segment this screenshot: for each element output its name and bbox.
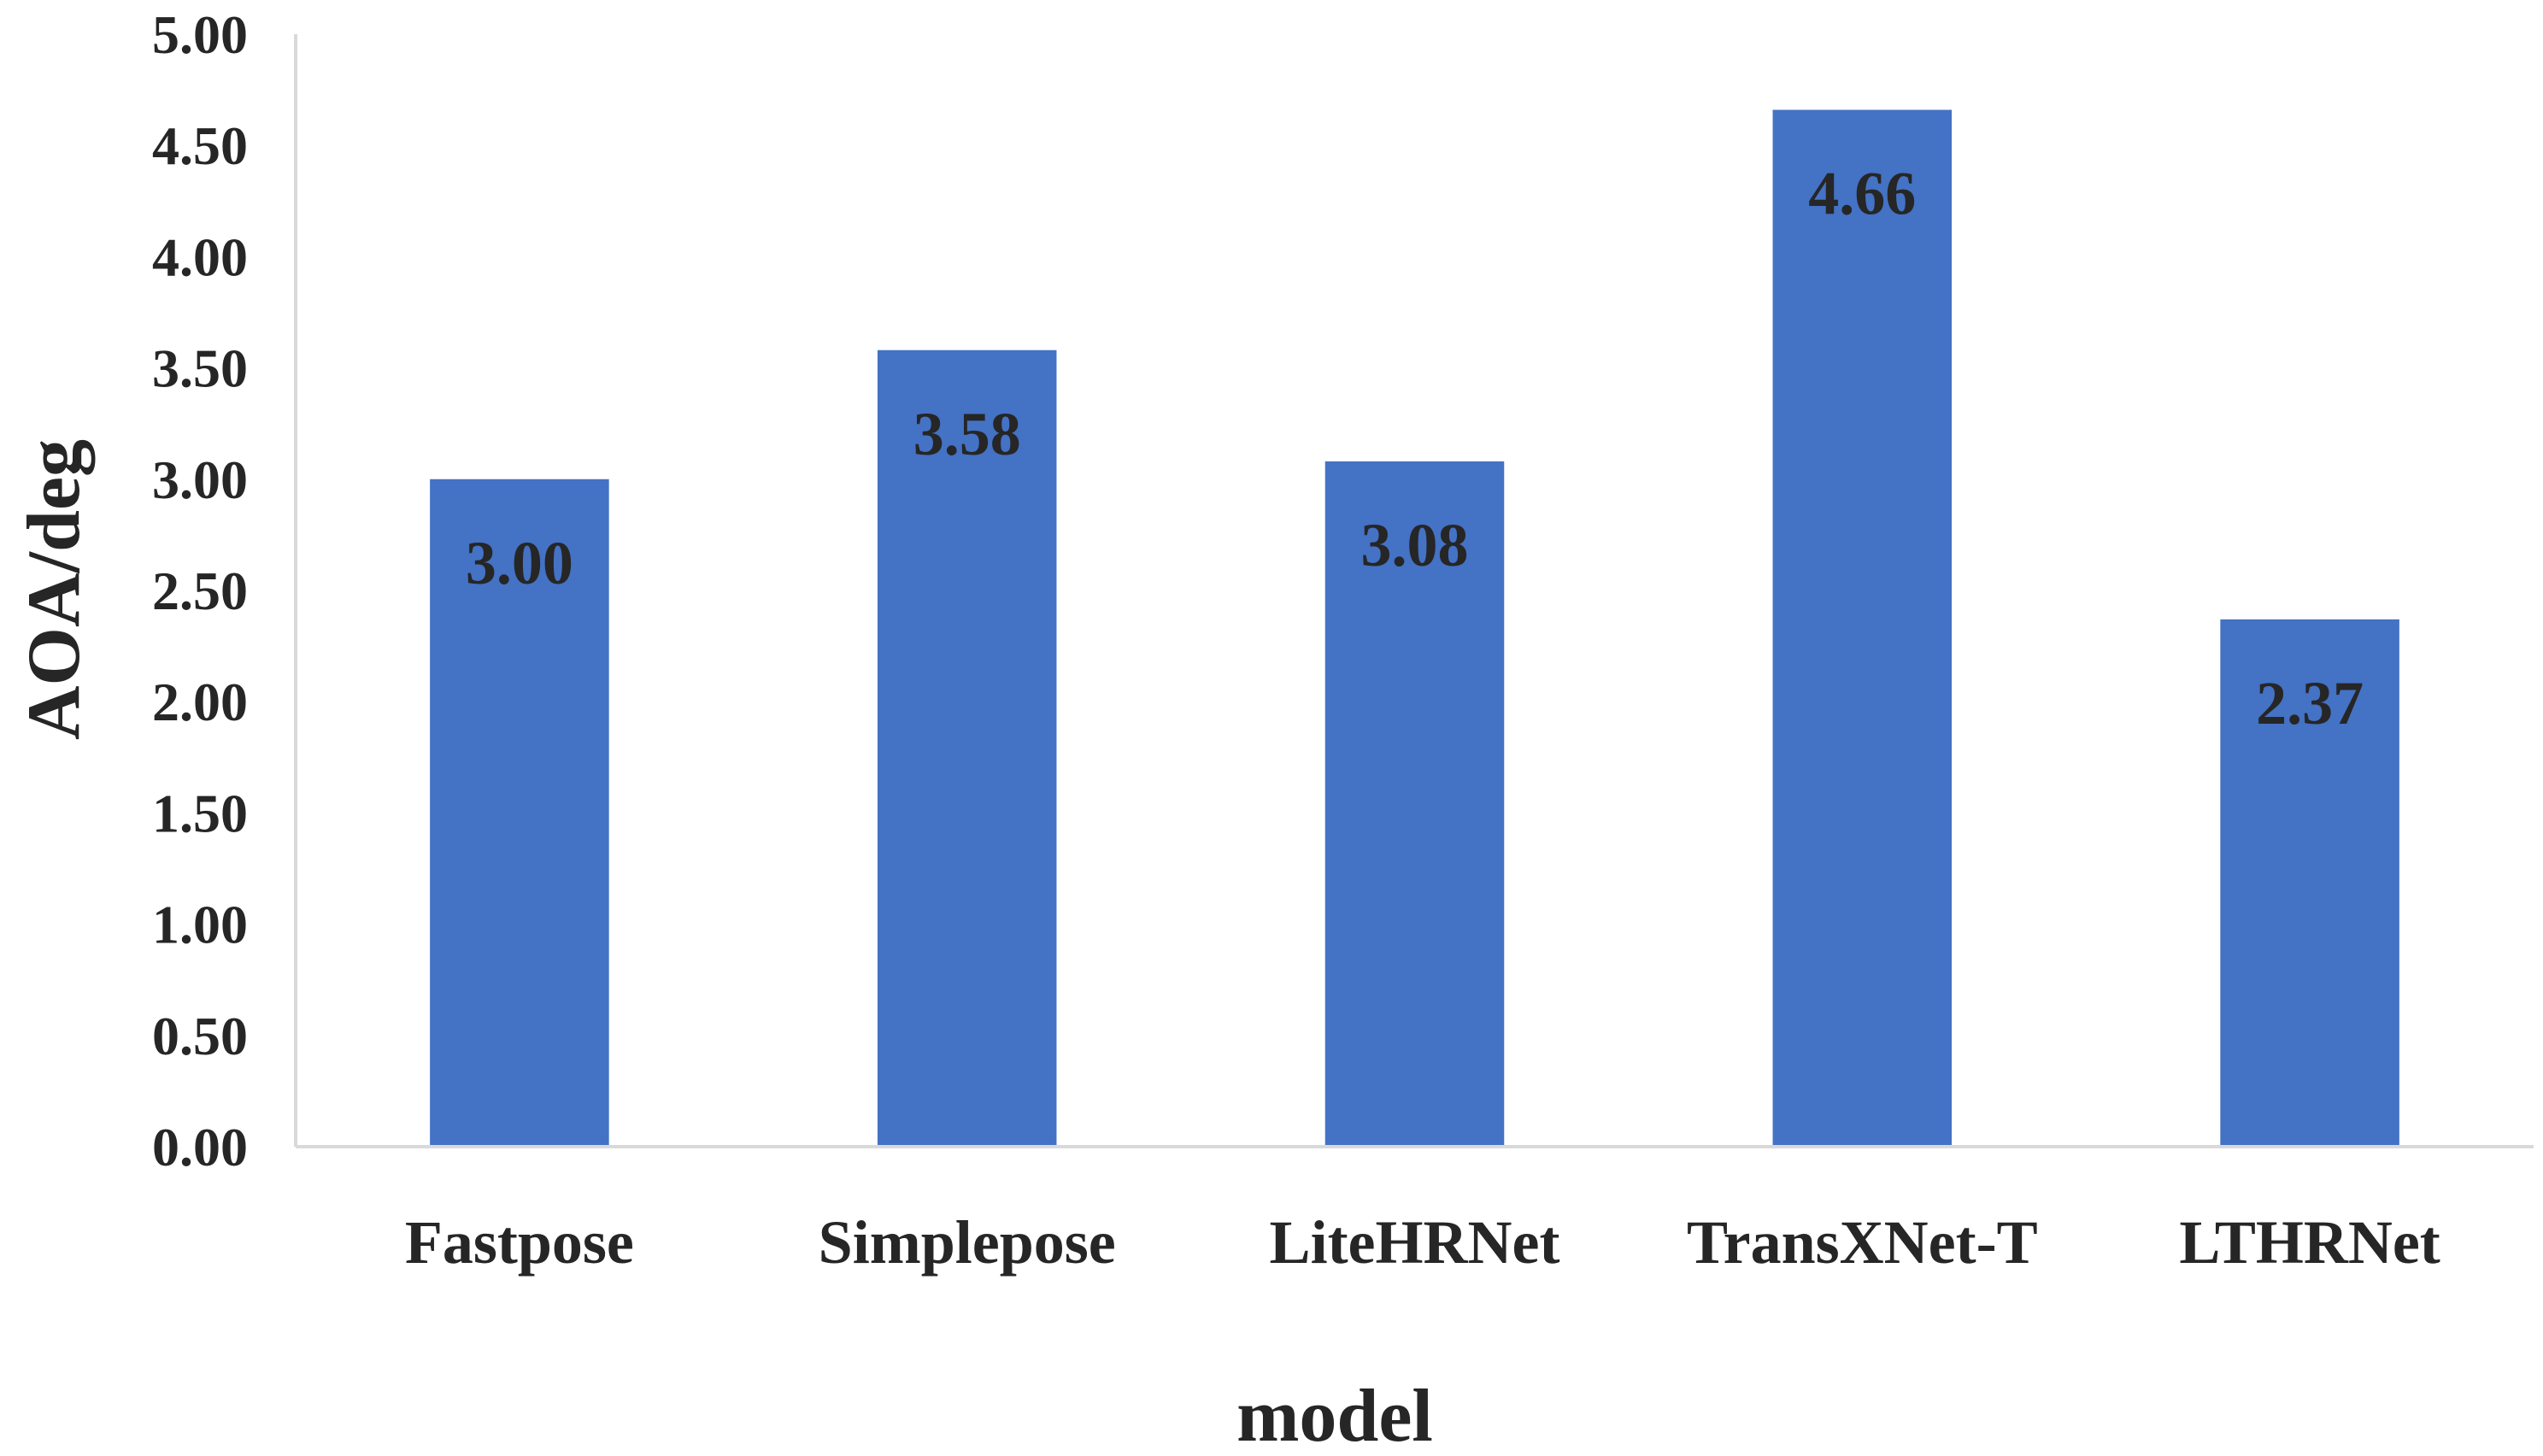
bar	[1772, 109, 1953, 1147]
y-tick-label: 2.00	[152, 672, 248, 732]
y-tick-label: 2.50	[152, 561, 248, 621]
y-tick-label: 1.00	[152, 895, 248, 955]
bar-value-label: 3.00	[466, 529, 573, 597]
y-tick-label: 3.50	[152, 338, 248, 399]
y-axis-ticks: 0.00 0.50 1.00 1.50 2.00 2.50 3.00 3.50 4.00 4.50…	[152, 4, 248, 1177]
x-tick-label: TransXNet-T	[1687, 1208, 2038, 1277]
y-tick-label: 1.50	[152, 783, 248, 843]
bars: 3.00 3.58 3.08 4.66 2.37	[430, 109, 2399, 1147]
bar	[877, 349, 1057, 1147]
y-tick-label: 4.50	[152, 115, 248, 176]
x-axis-tick-labels: Fastpose Simplepose LiteHRNet TransXNet-T LT…	[405, 1208, 2440, 1277]
y-tick-label: 4.00	[152, 226, 248, 287]
x-axis-title: model	[1236, 1375, 1433, 1456]
bar-value-label: 4.66	[1808, 160, 1916, 228]
bar	[430, 478, 609, 1147]
bar-value-label: 3.58	[913, 400, 1021, 468]
y-tick-label: 3.00	[152, 449, 248, 510]
x-tick-label: Simplepose	[819, 1208, 1116, 1277]
y-axis-title: AOA/deg	[13, 439, 96, 740]
y-tick-label: 0.50	[152, 1006, 248, 1066]
x-tick-label: Fastpose	[405, 1208, 634, 1277]
bar	[1324, 461, 1505, 1147]
x-tick-label: LTHRNet	[2179, 1208, 2440, 1277]
bar-value-label: 3.08	[1361, 511, 1469, 579]
bar-value-label: 2.37	[2256, 669, 2364, 737]
y-tick-label: 5.00	[152, 4, 248, 65]
y-tick-label: 0.00	[152, 1117, 248, 1177]
bar	[2220, 619, 2399, 1147]
x-tick-label: LiteHRNet	[1270, 1208, 1560, 1277]
